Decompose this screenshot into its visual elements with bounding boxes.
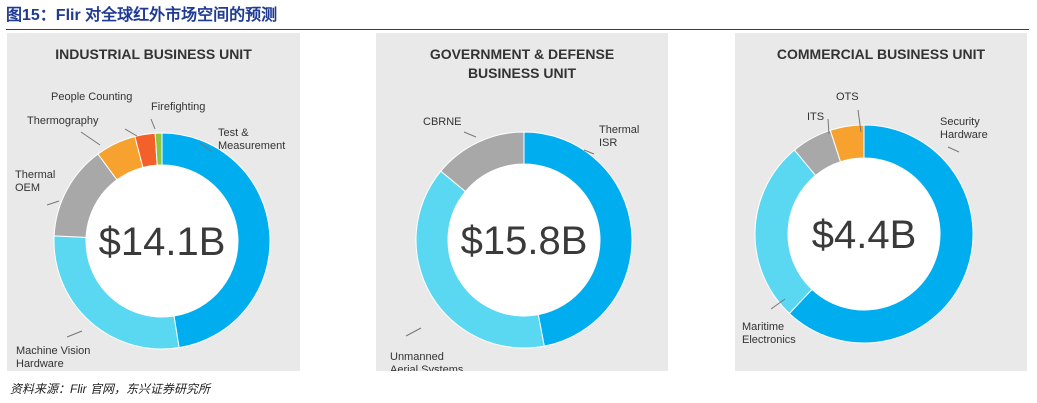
leader-line: [46, 200, 60, 206]
label-thermography: Thermography: [27, 115, 99, 127]
leader-line: [947, 146, 960, 153]
donut-center: [788, 158, 940, 310]
source-note: 资料来源：Flir 官网，东兴证券研究所: [10, 382, 210, 396]
label-firefighting: Firefighting: [151, 101, 206, 113]
industrial-donut-chart: $14.1B: [46, 118, 271, 350]
label-machine-vision: Machine Vision Hardware: [16, 345, 91, 370]
label-its: ITS: [807, 111, 825, 123]
label-thermal-isr: Thermal ISR: [599, 124, 640, 149]
center-value-label: $15.8B: [461, 219, 588, 263]
industrial-panel: $14.1B INDUSTRIAL BUSINESS UNIT People C…: [7, 33, 300, 371]
donut-center: [448, 164, 600, 316]
leader-line: [463, 131, 477, 138]
commercial-panel-title: COMMERCIAL BUSINESS UNIT: [776, 46, 986, 62]
commercial-panel: $4.4B COMMERCIAL BUSINESS UNIT OTS ITS S…: [735, 33, 1027, 371]
leader-line: [150, 118, 156, 130]
label-cbrne: CBRNE: [423, 116, 462, 128]
industrial-panel-title: INDUSTRIAL BUSINESS UNIT: [55, 46, 252, 62]
leader-line: [857, 109, 862, 133]
leader-line: [124, 128, 138, 137]
leader-line: [827, 118, 830, 135]
government-defense-panel: $15.8B GOVERNMENT & DEFENSE BUSINESS UNI…: [376, 33, 668, 371]
leader-line: [66, 330, 83, 338]
leader-line: [583, 149, 595, 155]
government-defense-panel-title: GOVERNMENT & DEFENSE BUSINESS UNIT: [429, 46, 615, 81]
label-people-counting: People Counting: [51, 91, 133, 103]
label-maritime-electronics: Maritime Electronics: [742, 321, 796, 346]
center-value-label: $14.1B: [99, 220, 226, 264]
government-defense-donut-chart: $15.8B: [405, 131, 633, 349]
leader-line: [405, 327, 422, 337]
commercial-donut-chart: $4.4B: [754, 109, 974, 344]
center-value-label: $4.4B: [812, 213, 917, 257]
figure-title: 图15：Flir 对全球红外市场空间的预测: [6, 7, 278, 24]
label-ots: OTS: [836, 91, 859, 103]
label-thermal-oem: Thermal OEM: [15, 169, 56, 194]
leader-line: [199, 142, 213, 153]
label-unmanned-aerial: Unmanned Aerial Systems: [390, 351, 464, 371]
leader-line: [80, 131, 101, 146]
label-test-measurement: Test & Measurement: [218, 127, 286, 152]
label-security-hardware: Security Hardware: [940, 116, 988, 141]
title-rule: [6, 29, 1029, 30]
donut-center: [86, 165, 238, 317]
leader-line: [770, 298, 786, 310]
